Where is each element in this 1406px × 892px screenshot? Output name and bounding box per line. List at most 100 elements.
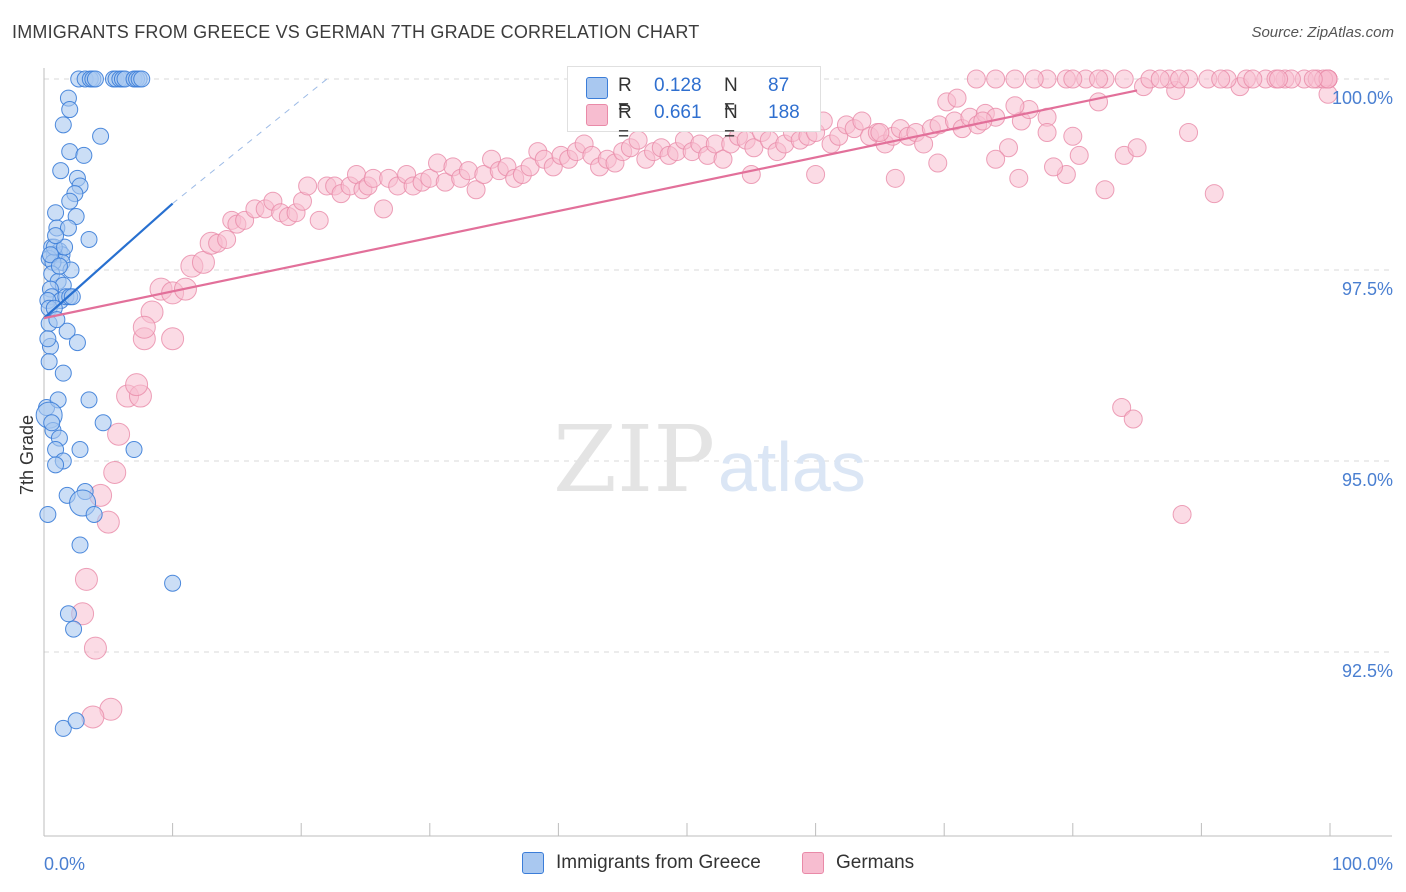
germans-point <box>852 111 872 131</box>
germans-point <box>1063 126 1083 146</box>
chart-title: IMMIGRANTS FROM GREECE VS GERMAN 7TH GRA… <box>12 22 700 42</box>
germans-point <box>1172 504 1192 524</box>
germans-point <box>1112 398 1132 418</box>
tick-labels: 92.5% 95.0% 97.5% 100.0% 0.0% 100.0% <box>44 88 1393 874</box>
germans-point <box>1170 69 1190 89</box>
greece-point <box>164 574 182 592</box>
germans-point <box>1114 69 1134 89</box>
germans-point <box>1005 69 1025 89</box>
greece-point <box>61 143 79 161</box>
greece-point <box>50 257 68 275</box>
axes <box>43 68 1392 837</box>
germans-point <box>928 153 948 173</box>
source-label: Source: ZipAtlas.com <box>1251 24 1394 41</box>
germans-point <box>466 180 486 200</box>
germans-point <box>83 636 107 660</box>
greece-point <box>67 712 85 730</box>
greece-point <box>58 322 76 340</box>
greece-points <box>35 70 182 737</box>
r-value: 0.128 <box>654 75 702 96</box>
legend-swatch-germans <box>802 852 824 874</box>
germans-point <box>1211 69 1231 89</box>
greece-point <box>47 456 65 474</box>
germans-point <box>947 88 967 108</box>
legend-swatch-greece <box>522 852 544 874</box>
greece-point <box>80 230 98 248</box>
germans-point <box>1204 184 1224 204</box>
germans-point <box>103 460 127 484</box>
germans-point <box>1037 122 1057 142</box>
greece-trend-line <box>43 202 174 319</box>
greece-point <box>52 162 70 180</box>
germans-point <box>1127 138 1147 158</box>
greece-point <box>56 238 74 256</box>
greece-trend-extension <box>172 78 328 204</box>
y-tick-label: 97.5% <box>1342 279 1393 299</box>
r-value: 0.661 <box>654 102 702 123</box>
germans-point <box>125 373 149 397</box>
y-tick-label: 100.0% <box>1332 88 1393 108</box>
germans-point <box>132 315 156 339</box>
greece-point <box>63 288 81 306</box>
greece-point <box>71 441 89 459</box>
greece-point <box>54 719 72 737</box>
n-value: 87 <box>768 75 790 96</box>
greece-point <box>43 414 61 432</box>
germans-point <box>298 176 318 196</box>
greece-point <box>59 219 77 237</box>
germans-point <box>1123 409 1143 429</box>
germans-point <box>1069 145 1089 165</box>
greece-point <box>68 334 86 352</box>
legend-label-greece: Immigrants from Greece <box>556 852 761 873</box>
germans-point <box>806 165 826 184</box>
watermark: ZIP atlas <box>553 406 866 513</box>
germans-point <box>1179 122 1199 142</box>
germans-point <box>1150 69 1170 89</box>
legend-item-greece[interactable]: Immigrants from Greece <box>522 852 761 874</box>
greece-point <box>41 246 59 264</box>
legend-item-germans[interactable]: Germans <box>802 852 914 874</box>
greece-point <box>65 620 83 638</box>
germans-points <box>71 69 1338 729</box>
germans-point <box>161 327 185 351</box>
germans-point <box>1269 69 1289 89</box>
germans-point <box>628 130 648 150</box>
greece-point <box>39 505 57 523</box>
germans-point <box>999 138 1018 158</box>
germans-point <box>986 69 1006 89</box>
watermark-atlas: atlas <box>718 428 866 506</box>
germans-point <box>107 422 131 446</box>
watermark-zip: ZIP <box>553 406 715 513</box>
germans-point <box>1089 92 1109 112</box>
germans-trend-line <box>43 89 1138 320</box>
r-label: R = <box>618 102 632 145</box>
germans-point <box>885 168 905 188</box>
greece-point <box>125 441 143 459</box>
germans-point <box>870 122 890 142</box>
greece-point <box>40 353 58 371</box>
greece-point <box>92 127 110 145</box>
n-value: 188 <box>768 102 800 123</box>
germans-point <box>966 69 986 89</box>
germans-point <box>1044 157 1064 177</box>
germans-point <box>1089 69 1109 89</box>
greece-point <box>61 192 79 210</box>
germans-point <box>713 149 733 169</box>
germans-point <box>1303 69 1323 89</box>
x-tick-label-right: 100.0% <box>1332 854 1393 874</box>
germans-point <box>1063 69 1083 89</box>
greece-point <box>94 414 112 432</box>
trend-lines <box>43 78 1138 320</box>
y-tick-label: 92.5% <box>1342 661 1393 681</box>
greece-point <box>54 116 72 134</box>
r-label: R = <box>618 75 632 118</box>
greece-point <box>133 70 151 88</box>
greece-point <box>80 391 98 409</box>
germans-point <box>986 149 1006 169</box>
germans-point <box>374 199 394 219</box>
n-label: N = <box>724 75 738 118</box>
greece-point <box>75 146 93 164</box>
germans-point <box>1095 180 1115 200</box>
greece-point <box>86 70 104 88</box>
